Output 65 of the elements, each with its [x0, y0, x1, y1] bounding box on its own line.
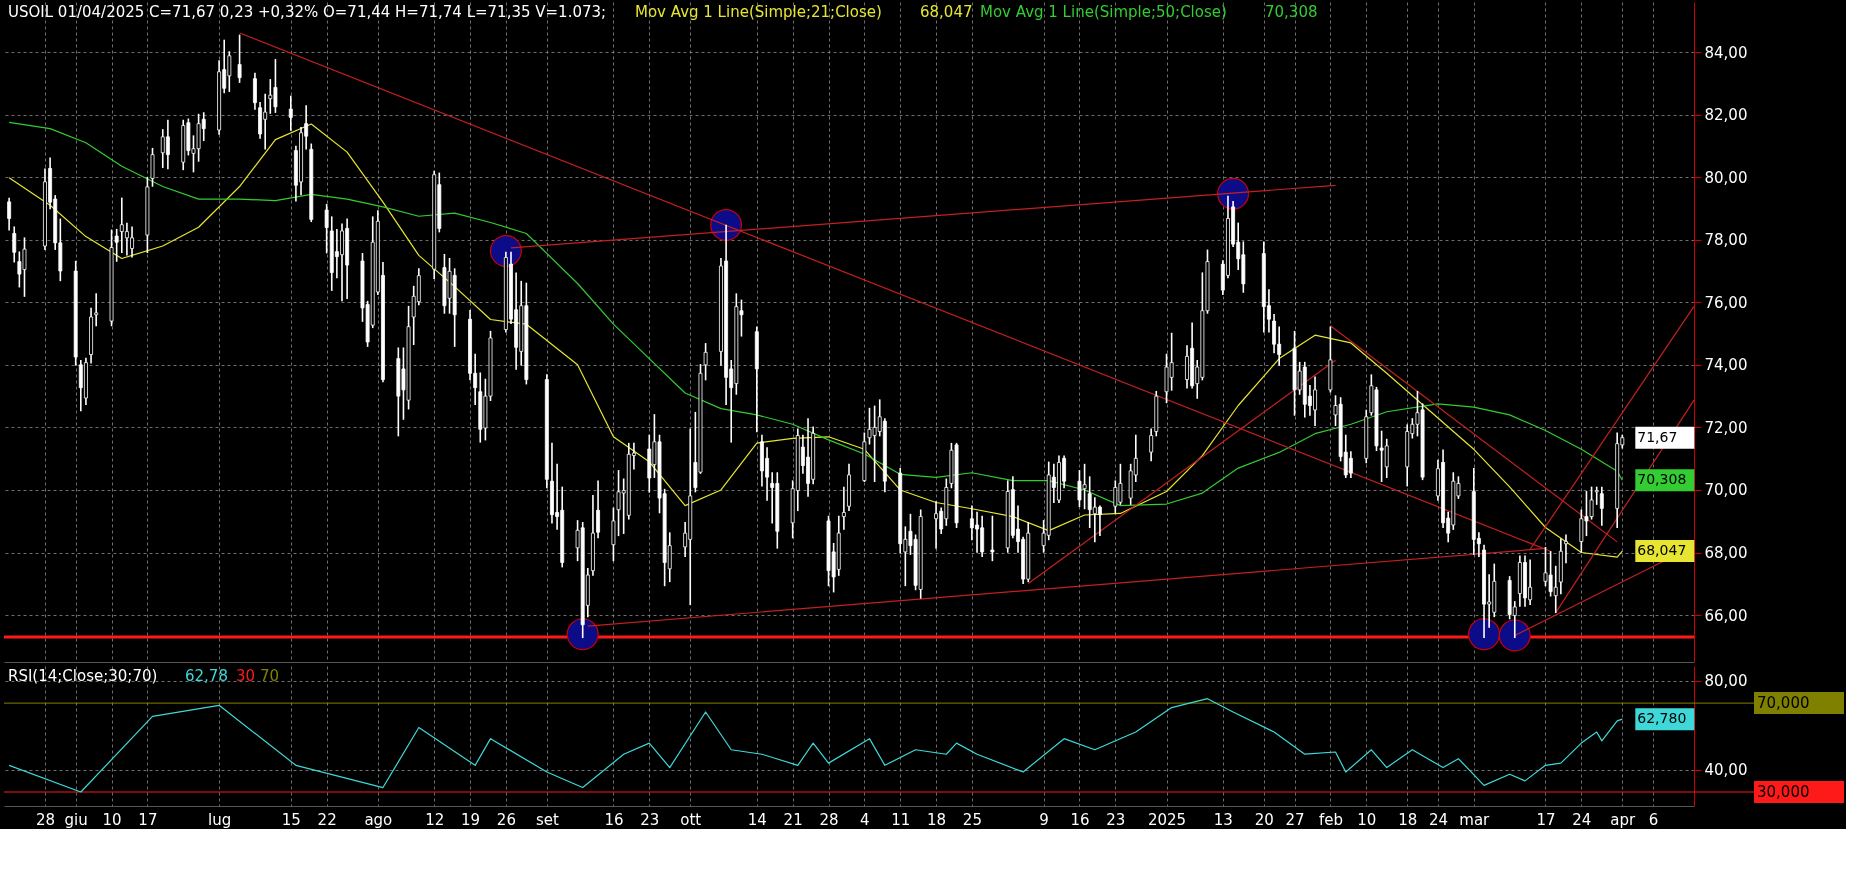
x-tick-label: 17: [138, 810, 158, 829]
x-tick-label: 15: [281, 810, 301, 829]
text: 68,047: [920, 3, 973, 21]
x-tick-label: 2025: [1147, 810, 1187, 829]
x-tick-label: 28: [35, 810, 56, 829]
annotation: 70: [260, 667, 280, 685]
x-tick-label: 6: [1648, 810, 1659, 829]
y-tick-label: 80,00: [1704, 672, 1748, 691]
x-tick-label: 16: [604, 810, 624, 829]
annotation: 30: [236, 667, 256, 685]
annotation: 70,308: [1637, 471, 1687, 488]
x-tick-label: 26: [496, 810, 516, 829]
x-tick-label: 23: [640, 810, 660, 829]
x-tick-label: 12: [425, 810, 445, 829]
chart-title: RSI(14;Close;30;70): [8, 667, 158, 685]
x-tick-label: 18: [1398, 810, 1418, 829]
ref-line-label: 70,000: [1757, 694, 1810, 713]
y-tick-label: 76,00: [1704, 293, 1748, 312]
x-tick-label: feb: [1318, 810, 1343, 829]
x-tick-label: 10: [102, 810, 122, 829]
x-tick-label: 9: [1039, 810, 1049, 829]
y-tick-label: 74,00: [1704, 356, 1748, 375]
x-tick-label: 11: [891, 810, 911, 829]
x-tick-label: 25: [962, 810, 982, 829]
y-tick-label: 68,00: [1704, 544, 1748, 563]
annotation: 62,780: [1637, 710, 1687, 727]
x-tick-label: 21: [783, 810, 803, 829]
x-tick-label: 4: [860, 810, 870, 829]
y-tick-label: 70,00: [1704, 481, 1748, 500]
y-tick-label: 78,00: [1704, 231, 1748, 250]
x-tick-label: 10: [1357, 810, 1377, 829]
x-tick-label: 22: [317, 810, 337, 829]
text: 70,308: [1265, 3, 1318, 21]
x-tick-label: 17: [1536, 810, 1556, 829]
x-tick-label: 27: [1285, 810, 1305, 829]
x-tick-label: ott: [680, 810, 702, 829]
y-tick-label: 82,00: [1704, 106, 1748, 125]
x-tick-label: 24: [1572, 810, 1592, 829]
x-tick-label: mar: [1459, 810, 1491, 829]
x-tick-label: giu: [64, 810, 88, 829]
text: Mov Avg 1 Line(Simple;50;Close): [980, 3, 1227, 21]
text: Mov Avg 1 Line(Simple;21;Close): [635, 3, 882, 21]
y-tick-label: 72,00: [1704, 418, 1748, 437]
x-tick-label: 16: [1070, 810, 1090, 829]
x-tick-label: 24: [1428, 810, 1448, 829]
x-tick-label: 23: [1106, 810, 1126, 829]
annotation: 71,67: [1637, 428, 1678, 445]
x-tick-label: 28: [819, 810, 839, 829]
x-tick-label: ago: [364, 810, 393, 829]
y-tick-label: 80,00: [1704, 168, 1748, 187]
chart-title: USOIL 01/04/2025 C=71,67 0,23 +0,32% O=71,44 H=71,74 L=71,35 V=1.073;: [8, 3, 607, 21]
x-tick-label: 13: [1213, 810, 1233, 829]
x-tick-label: 20: [1254, 810, 1274, 829]
y-tick-label: 84,00: [1704, 43, 1748, 62]
ref-line-label: 30,000: [1757, 783, 1810, 801]
x-tick-label: 14: [747, 810, 767, 829]
annotation: 68,047: [1637, 542, 1687, 559]
x-tick-label: lug: [207, 810, 232, 829]
x-tick-label: set: [535, 810, 559, 829]
x-tick-label: 18: [927, 810, 947, 829]
x-tick-label: 19: [460, 810, 481, 829]
annotation: 62,78: [185, 667, 228, 685]
y-tick-label: 40,00: [1704, 761, 1748, 780]
y-tick-label: 66,00: [1704, 606, 1748, 625]
x-tick-label: apr: [1610, 810, 1637, 829]
